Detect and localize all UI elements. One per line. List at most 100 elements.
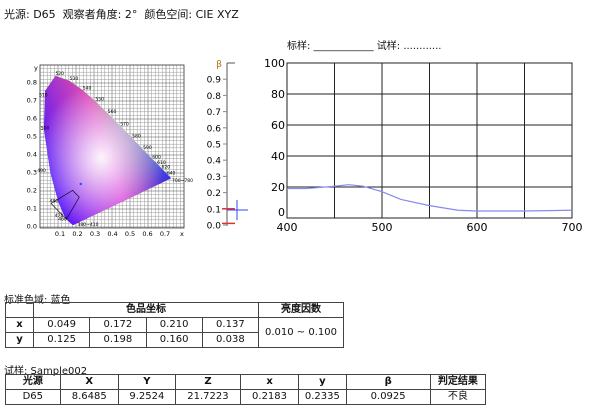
legend-standard-label: 标样:: [287, 41, 311, 52]
value-cell: 0.2183: [239, 389, 300, 405]
legend-sample-label: 试样:: [376, 41, 401, 52]
x-tick-label: 0.2: [72, 230, 82, 238]
wavelength-label: 520: [55, 71, 64, 77]
header-cell: Z: [174, 374, 241, 390]
illuminant: 光源: D65: [4, 8, 56, 21]
header-info: 光源: D65 观察者角度: 2° 颜色空间: CIE XYZ: [4, 6, 239, 22]
y-tick-label: 40: [271, 150, 285, 163]
y-axis-label: y: [34, 64, 38, 72]
table-row: x 0.049 0.172 0.210 0.137 0.010 ~ 0.100: [5, 317, 344, 348]
header-cell: β: [345, 374, 431, 390]
x-tick-label: 500: [372, 221, 393, 234]
coord-header: 色品坐标: [33, 302, 259, 318]
standard-table: 色品坐标 亮度因数 x 0.049 0.172 0.210 0.137 0.010 ~ 0.…: [5, 302, 344, 348]
beta-tick-label: 0.2: [207, 189, 221, 199]
y-tick-label: 0.4: [27, 151, 37, 159]
value-cell: 0.2335: [298, 389, 347, 405]
y-tick-label: 0.6: [27, 115, 37, 123]
x-tick-label: 0.5: [125, 230, 135, 238]
x-tick-label: 0.6: [142, 230, 152, 238]
wavelength-label: 550: [95, 97, 104, 103]
y-tick-label: 0.0: [27, 223, 37, 231]
beta-label: β: [216, 60, 222, 70]
wavelength-label: 490: [37, 168, 46, 174]
header-cell: Y: [117, 374, 176, 390]
beta-tick-label: 0.3: [207, 173, 221, 183]
wavelength-label: 610: [157, 160, 166, 166]
y-tick-label: 0.2: [27, 187, 37, 195]
x-tick-label: 0.7: [160, 230, 170, 238]
plot-frame: [286, 62, 573, 219]
beta-tick-label: 0.8: [207, 92, 222, 102]
spectrum-chart: 400 500 600 700 0 20 40 60 80 100: [264, 57, 583, 234]
sample-title: 试样: Sample002: [4, 366, 88, 377]
beta-tick-label: 0.9: [207, 76, 222, 86]
wavelength-label: 620: [162, 164, 171, 170]
value-cell: 0.0925: [345, 389, 431, 405]
lum-range: 0.010 ~ 0.100: [258, 317, 344, 348]
x-tick-label: 700: [562, 221, 583, 234]
wavelength-label: 580: [132, 134, 141, 140]
y-tick-label: 0: [278, 206, 285, 219]
lum-header: 亮度因数: [258, 302, 344, 318]
white-point-glow: [43, 75, 172, 226]
wavelength-label: 470: [55, 213, 64, 219]
cie-diagram: 0.1 0.2 0.3 0.4 0.5 0.6 0.7 x 0.0 0.1 0.2 0.3 0.4 0.5…: [27, 64, 193, 238]
x-axis-label: x: [180, 230, 184, 238]
x-tick-label: 600: [467, 221, 488, 234]
spectrum-line: [287, 184, 573, 212]
beta-tick-label: 0.5: [207, 141, 221, 151]
wavelength-label: 640: [167, 171, 176, 177]
y-tick-label: 0.7: [27, 97, 37, 105]
x-tick-label: 0.1: [55, 230, 65, 238]
plot-frame: [39, 64, 185, 229]
y-tick-label: 0.3: [27, 169, 37, 177]
value-cell: 21.7223: [174, 389, 241, 405]
beta-tick-label: 0.7: [207, 108, 221, 118]
colorspace: 颜色空间: CIE XYZ: [144, 8, 239, 21]
wavelength-label: 560: [108, 109, 117, 115]
y-tick-label: 0.8: [27, 79, 37, 87]
y-tick-label: 80: [271, 88, 285, 101]
header-cell: X: [59, 374, 119, 390]
wavelength-label: 700~780: [172, 178, 193, 184]
legend-standard-line: ____________: [313, 41, 374, 52]
y-tick-label: 0.5: [27, 133, 37, 141]
wavelength-label: 600: [152, 154, 161, 160]
x-tick-label: 0.3: [90, 230, 100, 238]
charts-area: 0.1 0.2 0.3 0.4 0.5 0.6 0.7 x 0.0 0.1 0.2 0.3 0.4 0.5…: [27, 57, 583, 238]
x-tick-label: 0.4: [107, 230, 117, 238]
standard-gamut-polygon: [50, 189, 80, 220]
wavelength-label: 570: [120, 121, 129, 127]
header-cell: y: [298, 374, 347, 390]
wavelength-label: 380~410: [78, 222, 99, 228]
header-cell: 光源: [5, 374, 61, 390]
value-cell: 不良: [429, 389, 487, 405]
x-tick-label: 400: [277, 221, 298, 234]
beta-tick-label: 0.0: [207, 222, 222, 232]
sample-point: [79, 182, 82, 186]
y-tick-label: 0.1: [27, 205, 37, 213]
value-cell: 8.6485: [59, 389, 119, 405]
header-cell: 判定结果: [429, 374, 487, 390]
table-row: D65 8.6485 9.2524 21.7223 0.2183 0.2335 0.0925…: [5, 389, 487, 405]
beta-scale: β 0.0 0.1 0.2 0.3 0.4 0.5 0.6 0.7 0.8 0.9: [207, 60, 248, 232]
wavelength-label: 530: [70, 76, 79, 82]
wavelength-label: 460: [58, 217, 67, 223]
table-row: y 0.125 0.198 0.160 0.038: [5, 332, 344, 348]
beta-tick-label: 0.6: [207, 124, 222, 134]
wavelength-label: 590: [143, 145, 152, 151]
value-cell: 9.2524: [117, 389, 176, 405]
value-cell: D65: [5, 389, 61, 405]
wavelength-label: 540: [83, 86, 92, 92]
standard-title: 标准色域: 蓝色: [4, 295, 71, 306]
wavelength-label: 500: [41, 126, 50, 132]
legend-sample-line: ............: [403, 41, 442, 52]
header-cell: x: [239, 374, 300, 390]
y-tick-label: 20: [271, 181, 285, 194]
y-tick-label: 60: [271, 119, 285, 132]
beta-tick-label: 0.1: [207, 205, 221, 215]
beta-tick-label: 0.4: [207, 157, 222, 167]
legend: 标样: ____________ 试样: ............: [287, 37, 441, 52]
